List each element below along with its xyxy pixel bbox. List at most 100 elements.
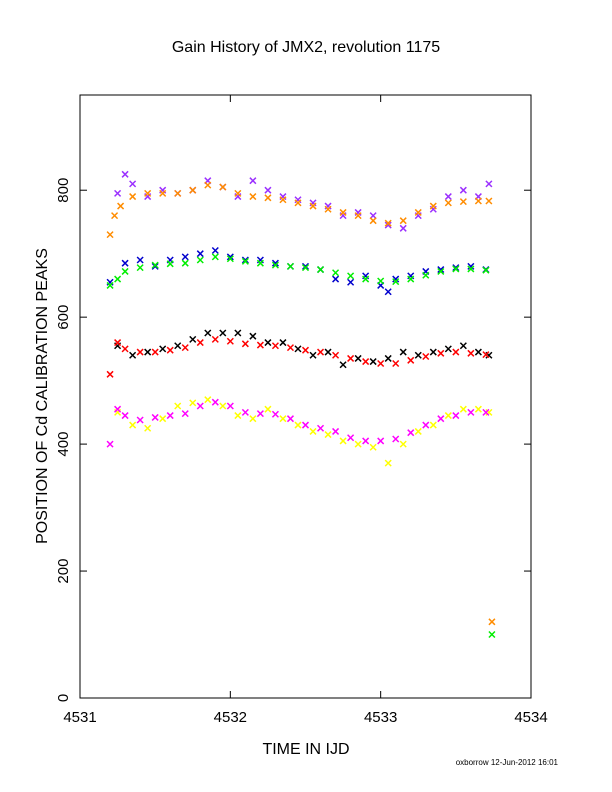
data-point xyxy=(256,341,264,349)
data-point xyxy=(114,339,122,347)
series-7 xyxy=(106,398,490,448)
data-point xyxy=(174,402,182,410)
series-3 xyxy=(106,253,496,639)
data-point xyxy=(211,398,219,406)
series-4 xyxy=(114,329,493,369)
x-tick-label: 4534 xyxy=(514,709,547,726)
data-point xyxy=(189,335,197,343)
data-point xyxy=(249,332,257,340)
data-point xyxy=(347,278,355,286)
data-point xyxy=(166,412,174,420)
data-point xyxy=(226,402,234,410)
data-point xyxy=(347,354,355,362)
x-axis-label: TIME IN IJD xyxy=(262,741,349,758)
data-point xyxy=(324,348,332,356)
data-point xyxy=(234,329,242,337)
data-point xyxy=(474,405,482,413)
data-point xyxy=(301,421,310,429)
data-point xyxy=(459,198,467,206)
data-point xyxy=(264,186,272,194)
data-point xyxy=(151,261,159,269)
data-point xyxy=(226,337,234,345)
data-point xyxy=(286,415,294,423)
data-point xyxy=(422,352,430,361)
data-point xyxy=(332,275,340,283)
data-point xyxy=(106,281,114,289)
data-point xyxy=(369,217,377,225)
data-point xyxy=(279,196,287,204)
data-point xyxy=(136,264,144,272)
data-point xyxy=(117,202,125,210)
y-tick-label: 800 xyxy=(55,178,72,203)
data-point xyxy=(219,329,227,337)
data-point xyxy=(111,212,119,220)
y-tick-label: 0 xyxy=(55,694,72,702)
data-point xyxy=(437,349,445,357)
data-point xyxy=(181,410,189,418)
data-point xyxy=(301,264,310,272)
data-point xyxy=(317,348,325,356)
data-point xyxy=(264,194,272,202)
data-point xyxy=(339,437,347,445)
data-point xyxy=(354,440,362,448)
data-point xyxy=(377,359,385,368)
data-point xyxy=(429,202,437,210)
data-point xyxy=(286,344,294,352)
data-point xyxy=(422,421,430,429)
data-point xyxy=(256,259,264,267)
data-point xyxy=(211,246,219,255)
data-point xyxy=(196,402,204,410)
x-tick-label: 4532 xyxy=(214,709,247,726)
data-point xyxy=(211,253,219,261)
data-point xyxy=(144,348,152,356)
data-point xyxy=(377,437,385,445)
data-point xyxy=(294,345,302,353)
data-point xyxy=(249,193,257,201)
data-point xyxy=(392,278,400,286)
data-point xyxy=(121,412,129,420)
data-point xyxy=(271,259,279,267)
data-point xyxy=(347,272,355,280)
plot-frame xyxy=(79,94,532,699)
data-point xyxy=(452,265,460,273)
data-point xyxy=(286,262,294,270)
data-point xyxy=(151,348,159,356)
data-point xyxy=(121,345,129,353)
data-point xyxy=(271,410,279,418)
data-point xyxy=(482,266,490,274)
data-point xyxy=(309,427,317,435)
series-6 xyxy=(114,396,493,467)
data-point xyxy=(467,349,475,357)
data-point xyxy=(264,405,272,413)
data-point xyxy=(384,459,392,467)
data-point xyxy=(196,339,204,347)
data-point xyxy=(114,405,122,413)
data-point xyxy=(459,342,467,350)
data-point xyxy=(234,189,242,197)
series-layer xyxy=(106,170,496,639)
data-point xyxy=(369,358,377,366)
data-point xyxy=(399,217,407,225)
data-point xyxy=(241,408,249,416)
data-point xyxy=(384,354,392,362)
data-point xyxy=(166,346,174,354)
data-point xyxy=(437,415,445,423)
data-point xyxy=(324,431,332,439)
x-tick-label: 4533 xyxy=(364,709,397,726)
data-point xyxy=(294,199,302,207)
data-point xyxy=(181,344,189,352)
data-point xyxy=(384,221,392,229)
data-point xyxy=(392,275,400,283)
data-point xyxy=(204,181,212,189)
data-point xyxy=(271,261,279,269)
data-point xyxy=(485,180,493,188)
data-point xyxy=(332,269,340,277)
data-point xyxy=(129,193,137,201)
data-point xyxy=(452,412,460,420)
data-point xyxy=(429,421,437,429)
data-point xyxy=(444,193,452,201)
data-point xyxy=(407,356,415,364)
data-point xyxy=(384,288,392,296)
data-point xyxy=(474,348,482,356)
data-point xyxy=(166,260,174,268)
